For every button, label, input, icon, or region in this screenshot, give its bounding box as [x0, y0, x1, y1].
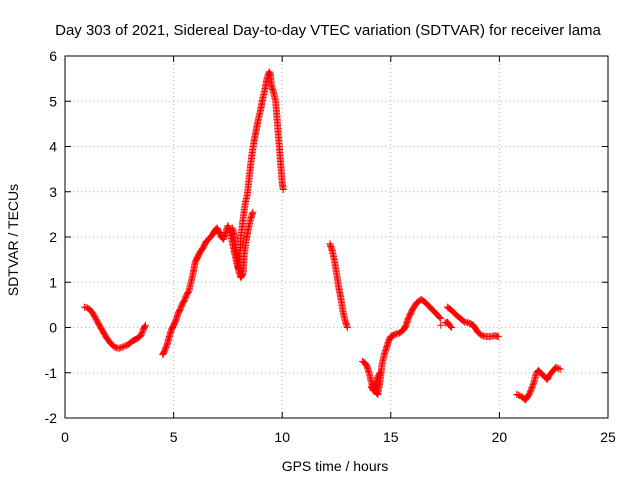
- data-point: [118, 343, 126, 351]
- x-tick-label: 25: [600, 429, 616, 445]
- grid-lines: [65, 56, 608, 418]
- data-point: [279, 185, 287, 193]
- data-point: [514, 391, 522, 399]
- data-point: [115, 344, 123, 352]
- data-point: [555, 365, 563, 373]
- data-point: [530, 379, 538, 387]
- y-tick-label: -1: [45, 365, 58, 381]
- data-point: [376, 369, 384, 377]
- y-tick-label: 2: [49, 229, 57, 245]
- y-tick-label: 3: [49, 184, 57, 200]
- data-point: [437, 321, 445, 329]
- y-tick-label: 1: [49, 274, 57, 290]
- data-points: [81, 68, 564, 404]
- data-point: [552, 363, 560, 371]
- data-point: [375, 370, 383, 378]
- data-point: [553, 364, 561, 372]
- data-point: [121, 342, 129, 350]
- data-point: [249, 208, 257, 216]
- y-axis-label: SDTVAR / TECUs: [5, 184, 21, 296]
- data-point: [141, 321, 149, 329]
- y-tick-label: 5: [49, 93, 57, 109]
- y-tick-label: -2: [45, 410, 58, 426]
- y-tick-label: 4: [49, 139, 57, 155]
- data-point: [448, 324, 456, 331]
- x-tick-label: 15: [383, 429, 399, 445]
- x-axis-label: GPS time / hours: [282, 458, 389, 474]
- x-tick-label: 10: [274, 429, 290, 445]
- x-tick-label: 20: [492, 429, 508, 445]
- data-point: [138, 329, 146, 337]
- data-point: [343, 324, 351, 331]
- data-point: [447, 322, 455, 330]
- plot-frame: [64, 55, 609, 419]
- x-tick-label: 0: [61, 429, 69, 445]
- data-point: [513, 390, 521, 398]
- chart-title: Day 303 of 2021, Sidereal Day-to-day VTE…: [55, 22, 601, 39]
- data-point: [437, 314, 445, 322]
- x-tick-label: 5: [170, 429, 178, 445]
- data-point: [494, 333, 502, 341]
- data-point: [120, 343, 128, 351]
- data-point: [436, 313, 444, 321]
- data-point: [117, 344, 125, 352]
- y-tick-label: 6: [49, 48, 57, 64]
- axis-ticks: 0 5 10 15 20 25 -2 -1 0 1 2 3 4 5 6: [45, 48, 616, 445]
- data-point: [141, 322, 149, 330]
- data-point: [556, 365, 564, 373]
- data-point: [138, 330, 146, 338]
- y-tick-label: 0: [49, 320, 57, 336]
- data-point: [137, 332, 145, 340]
